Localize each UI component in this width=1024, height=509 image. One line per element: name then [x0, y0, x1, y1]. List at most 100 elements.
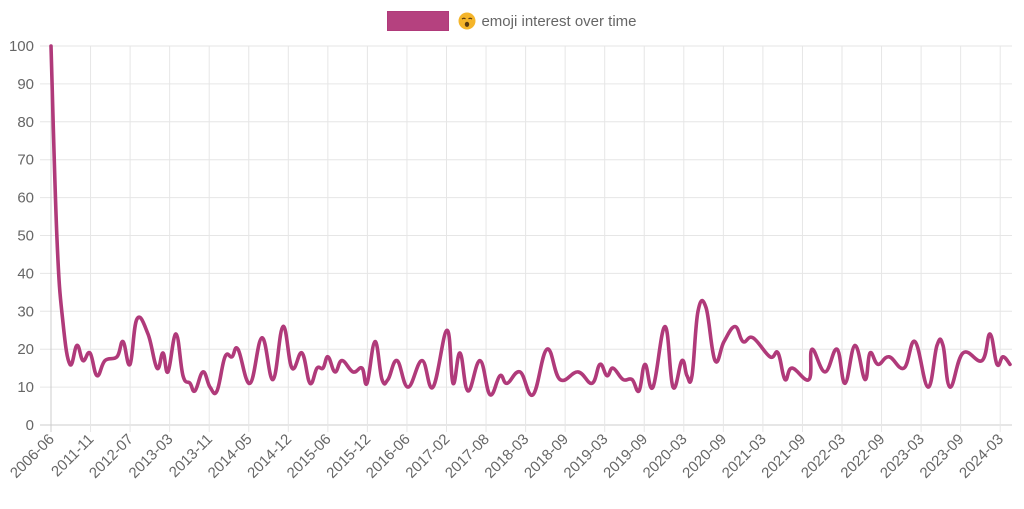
data-point[interactable] [576, 370, 580, 374]
data-point[interactable] [248, 382, 252, 385]
data-point[interactable] [651, 385, 655, 389]
data-point[interactable] [630, 378, 634, 381]
data-point[interactable] [843, 382, 847, 385]
data-point[interactable] [55, 238, 59, 241]
data-point[interactable] [431, 385, 435, 389]
data-point[interactable] [810, 348, 814, 351]
data-point[interactable] [201, 370, 205, 374]
data-point[interactable] [146, 332, 150, 336]
data-point[interactable] [643, 363, 647, 366]
data-point[interactable] [365, 382, 369, 385]
data-point[interactable] [326, 355, 330, 358]
data-point[interactable] [360, 366, 364, 370]
data-point[interactable] [380, 378, 384, 381]
data-point[interactable] [768, 355, 772, 358]
data-point[interactable] [751, 336, 755, 340]
data-point[interactable] [115, 355, 119, 358]
data-point[interactable] [81, 359, 85, 362]
data-point[interactable] [868, 351, 872, 355]
data-point[interactable] [835, 348, 839, 351]
data-point[interactable] [181, 374, 185, 377]
data-point[interactable] [696, 310, 700, 313]
data-point[interactable] [713, 359, 717, 362]
data-point[interactable] [95, 374, 99, 377]
data-point[interactable] [161, 351, 165, 355]
data-point[interactable] [722, 340, 726, 343]
data-point[interactable] [121, 340, 125, 343]
data-point[interactable] [215, 389, 219, 393]
data-point[interactable] [531, 393, 535, 396]
data-point[interactable] [290, 366, 294, 370]
data-point[interactable] [935, 344, 939, 347]
data-point[interactable] [488, 393, 492, 396]
data-point[interactable] [135, 317, 139, 321]
data-point[interactable] [590, 382, 594, 385]
data-point[interactable] [704, 306, 708, 309]
data-point[interactable] [386, 378, 390, 381]
data-point[interactable] [230, 355, 234, 358]
legend[interactable]: emoji interest over time [0, 11, 1024, 31]
data-point[interactable] [545, 348, 549, 351]
data-point[interactable] [271, 378, 275, 381]
data-point[interactable] [103, 359, 107, 362]
data-point[interactable] [88, 351, 92, 355]
data-point[interactable] [637, 389, 641, 393]
data-point[interactable] [445, 329, 449, 332]
data-point[interactable] [351, 370, 355, 374]
data-point[interactable] [451, 382, 455, 385]
data-point[interactable] [466, 389, 470, 393]
data-point[interactable] [988, 332, 992, 336]
data-point[interactable] [671, 385, 675, 389]
data-point[interactable] [733, 325, 737, 328]
data-point[interactable] [420, 359, 424, 362]
data-point[interactable] [902, 366, 906, 370]
data-point[interactable] [68, 363, 72, 366]
data-point[interactable] [498, 374, 502, 377]
data-point[interactable] [941, 344, 945, 347]
data-point[interactable] [807, 378, 811, 381]
data-point[interactable] [188, 382, 192, 385]
data-point[interactable] [995, 363, 999, 366]
data-point[interactable] [598, 363, 602, 366]
data-point[interactable] [340, 359, 344, 362]
data-point[interactable] [980, 359, 984, 362]
data-point[interactable] [128, 363, 132, 366]
data-point[interactable] [193, 389, 197, 393]
data-point[interactable] [776, 351, 780, 355]
data-point[interactable] [876, 363, 880, 366]
data-point[interactable] [823, 370, 827, 374]
data-point[interactable] [663, 325, 667, 328]
data-point[interactable] [518, 370, 522, 374]
data-point[interactable] [783, 378, 787, 381]
data-point[interactable] [961, 351, 965, 355]
data-point[interactable] [863, 378, 867, 381]
data-point[interactable] [395, 359, 399, 362]
data-point[interactable] [611, 366, 615, 370]
data-point[interactable] [373, 340, 377, 343]
data-point[interactable] [680, 359, 684, 362]
data-point[interactable] [478, 359, 482, 362]
data-point[interactable] [1008, 363, 1012, 366]
data-point[interactable] [166, 370, 170, 374]
data-point[interactable] [300, 351, 304, 355]
data-point[interactable] [741, 340, 745, 343]
data-point[interactable] [308, 382, 312, 385]
data-point[interactable] [853, 344, 857, 347]
data-point[interactable] [1001, 355, 1005, 358]
data-point[interactable] [155, 366, 159, 370]
data-point[interactable] [505, 382, 509, 385]
data-point[interactable] [223, 355, 227, 358]
data-point[interactable] [605, 374, 609, 377]
data-point[interactable] [174, 332, 178, 336]
data-point[interactable] [913, 340, 917, 343]
data-point[interactable] [621, 378, 625, 381]
data-point[interactable] [690, 374, 694, 377]
data-point[interactable] [281, 325, 285, 328]
data-point[interactable] [75, 344, 79, 347]
data-point[interactable] [315, 366, 319, 370]
data-point[interactable] [406, 385, 410, 389]
data-point[interactable] [208, 385, 212, 389]
data-point[interactable] [685, 374, 689, 377]
data-point[interactable] [333, 370, 337, 374]
data-point[interactable] [926, 385, 930, 389]
